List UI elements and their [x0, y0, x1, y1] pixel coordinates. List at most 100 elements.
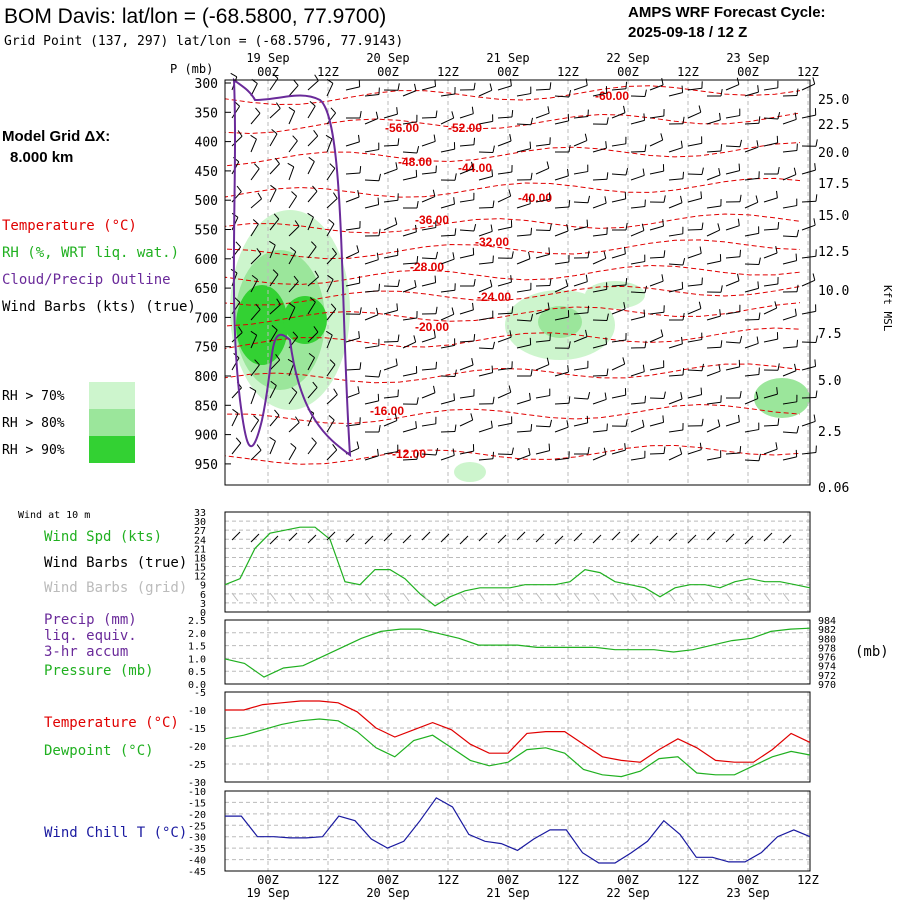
wind-barb-staff — [459, 199, 474, 203]
wind-barb-staff — [725, 225, 740, 231]
wind-barb-staff — [611, 339, 626, 343]
wind-barb-staff — [573, 422, 588, 427]
wind-barb-flag — [587, 447, 590, 455]
wind-barb-staff — [250, 223, 259, 237]
wind-barb-flag — [643, 309, 646, 317]
wind-barb-staff — [554, 402, 570, 405]
wind-barb-staff — [440, 148, 455, 153]
wind-barb-staff — [554, 206, 570, 209]
wind-barb-staff — [307, 161, 315, 175]
wind-barb-staff — [269, 274, 279, 287]
wind-barb-staff — [402, 121, 417, 125]
wind-barb-staff — [307, 387, 318, 399]
wind-barb-flag — [397, 334, 400, 342]
wind-barb-flag — [314, 270, 319, 278]
wind-barb-flag — [471, 358, 474, 366]
wind-barb-staff — [326, 449, 338, 461]
wind-barb-staff — [288, 111, 296, 125]
wind-barb-flag — [585, 274, 588, 282]
wind-barb-staff — [269, 133, 278, 147]
height-ticks: 25.0 22.5 20.0 17.5 15.0 12.5 10.0 7.5 5.0 2.5 0.0… — [818, 93, 849, 496]
wind-barb-staff — [782, 346, 797, 349]
temperature-contour — [224, 302, 801, 327]
temperature-contour — [224, 404, 801, 424]
wind-barb-flag — [434, 275, 437, 283]
wind-barb-flag — [644, 340, 647, 348]
wind-barb-flag — [356, 441, 360, 449]
wind-barb-flag — [663, 250, 666, 258]
wind-barb-staff — [250, 168, 260, 181]
wind-barb-flag — [793, 167, 797, 175]
surface-grid-barb — [250, 592, 258, 602]
wind-barb-staff — [478, 262, 493, 265]
top-time-tick: 12Z — [317, 65, 339, 79]
wind-barb-staff — [744, 459, 760, 462]
wind-barb-staff — [497, 116, 513, 119]
wind-barb-staff — [744, 146, 759, 153]
wind-barb-staff — [801, 83, 815, 91]
wind-barb-staff — [706, 370, 721, 377]
temperature-contour-label: -20.00 — [415, 320, 449, 334]
bottom-time-tick: 12Z — [317, 873, 339, 887]
wind-barb-staff — [478, 89, 492, 97]
pressure-tick-label: 750 — [195, 341, 218, 356]
wind-barb-staff — [402, 151, 418, 154]
surface-wind-barb — [478, 532, 488, 542]
wind-barb-staff — [535, 88, 551, 91]
height-tick-label: 10.0 — [818, 284, 849, 299]
height-tick-label: 22.5 — [818, 118, 849, 133]
wind-barb-staff — [592, 202, 607, 209]
bottom-time-axis: 00Z 12Z 00Z 12Z 00Z 12Z 00Z 12Z 00Z 12Z 19 Sep 20 S… — [246, 873, 819, 900]
wind-barb-staff — [478, 175, 493, 181]
wind-barb-flag — [413, 335, 417, 343]
wind-barb-flag — [396, 303, 399, 311]
wind-barb-staff — [782, 150, 797, 153]
wind-barb-flag — [625, 81, 628, 89]
wind-barb-flag — [623, 105, 626, 113]
panel-y-tick-label: 18 — [194, 553, 206, 564]
top-time-tick: 12Z — [797, 65, 819, 79]
cross-section-frame — [224, 79, 811, 486]
wind-barb-flag — [394, 217, 398, 225]
wind-barb-staff — [383, 396, 398, 399]
wind-barb-flag — [680, 392, 683, 400]
wind-barb-staff — [364, 94, 379, 97]
wind-barb-staff — [231, 191, 242, 203]
wind-barb-flag — [452, 448, 455, 456]
panel-y-tick-label: -45 — [188, 867, 206, 878]
wind-barb-staff — [706, 229, 720, 237]
wind-barb-staff — [440, 454, 455, 461]
wind-barb-staff — [421, 196, 436, 203]
wind-barb-staff — [573, 116, 588, 119]
wind-barb-staff — [307, 190, 318, 203]
wind-barb-staff — [630, 291, 646, 294]
temperature-contour — [224, 327, 801, 350]
temperature-panel: -5 -10 -15 -20 -25 -30 — [188, 688, 811, 789]
surface-grid-barb — [478, 592, 486, 602]
wind-barb-flag — [508, 385, 512, 393]
wind-barb-flag — [397, 279, 400, 287]
surface-grid-barb — [725, 592, 733, 602]
wind-barb-staff — [497, 336, 512, 343]
wind-barb-staff — [440, 289, 455, 293]
wind-barb-flag — [331, 247, 337, 255]
wind-barb-staff — [440, 313, 454, 321]
wind-barb-staff — [592, 233, 607, 237]
wind-barb-staff — [630, 119, 645, 125]
temperature-contour-label: -56.00 — [385, 121, 419, 135]
wind-barb-staff — [497, 171, 512, 175]
wind-barb-flag — [777, 167, 780, 175]
wind-barb-staff — [763, 283, 778, 287]
wind-barb-staff — [364, 345, 379, 349]
wind-barb-staff — [326, 253, 337, 265]
wind-barb-flag — [415, 421, 417, 429]
surface-grid-barb — [288, 592, 296, 602]
wind-barb-flag — [433, 385, 436, 393]
wind-barb-staff — [364, 400, 379, 405]
wind-barb-flag — [249, 386, 257, 392]
wind-barb-staff — [706, 150, 722, 153]
top-date-label: 23 Sep — [726, 51, 769, 65]
panel-y-tick-label: 1.5 — [188, 642, 206, 653]
wind-barb-flag — [330, 303, 337, 310]
wind-barb-flag — [757, 85, 759, 93]
